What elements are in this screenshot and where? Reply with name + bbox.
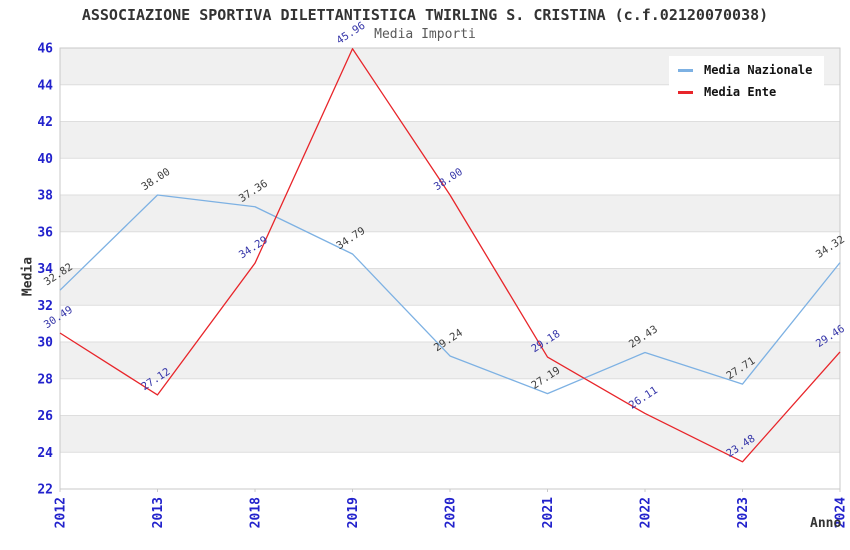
data-label-media-ente: 26.11 xyxy=(627,384,660,411)
legend-swatch-icon xyxy=(678,68,693,72)
x-axis-label: Anno xyxy=(810,516,842,531)
y-tick-label: 28 xyxy=(37,372,53,387)
x-tick-label: 2021 xyxy=(541,497,556,528)
series-line-media-ente xyxy=(59,48,841,463)
y-axis-label: Media xyxy=(20,256,36,297)
legend-label: Media Ente xyxy=(704,85,777,99)
y-tick-label: 36 xyxy=(37,225,53,240)
chart-subtitle: Media Importi xyxy=(374,27,476,42)
x-tick-label: 2013 xyxy=(151,497,166,528)
x-tick-label: 2023 xyxy=(736,497,751,528)
x-tick-label: 2019 xyxy=(346,497,361,528)
y-tick-label: 34 xyxy=(37,262,53,277)
y-tick-label: 38 xyxy=(37,189,53,204)
plot-band xyxy=(60,121,840,159)
legend: Media Nazionale Media Ente xyxy=(669,56,825,108)
chart-title: ASSOCIAZIONE SPORTIVA DILETTANTISTICA TW… xyxy=(81,6,769,24)
x-tick-label: 2018 xyxy=(249,497,264,528)
data-label-media-nazionale: 38.00 xyxy=(139,166,172,193)
legend-item-media-ente: Media Ente xyxy=(678,85,812,99)
y-tick-label: 40 xyxy=(37,152,53,167)
legend-swatch-icon xyxy=(678,90,693,94)
legend-item-media-nazionale: Media Nazionale xyxy=(678,63,812,77)
y-tick-label: 24 xyxy=(37,446,53,461)
data-label-media-ente: 38.00 xyxy=(432,166,465,193)
y-tick-label: 46 xyxy=(37,42,53,57)
y-tick-label: 22 xyxy=(37,483,53,498)
y-tick-label: 30 xyxy=(37,336,53,351)
legend-label: Media Nazionale xyxy=(704,63,813,77)
plot-band xyxy=(60,195,840,232)
x-tick-label: 2012 xyxy=(54,497,69,528)
series-line-media-nazionale xyxy=(59,194,841,395)
y-tick-label: 26 xyxy=(37,409,53,424)
x-tick-label: 2022 xyxy=(639,497,654,528)
plot-band xyxy=(60,342,840,379)
data-label-media-ente: 45.96 xyxy=(334,20,367,47)
plot-band xyxy=(60,268,840,306)
data-label-media-ente: 34.29 xyxy=(237,234,270,261)
y-tick-label: 44 xyxy=(37,78,53,93)
x-tick-label: 2020 xyxy=(444,497,459,528)
x-tick-label: 2024 xyxy=(834,497,849,528)
y-tick-label: 32 xyxy=(37,299,53,314)
data-label-media-nazionale: 34.32 xyxy=(814,233,847,260)
plot-band xyxy=(60,415,840,453)
y-tick-label: 42 xyxy=(37,115,53,130)
